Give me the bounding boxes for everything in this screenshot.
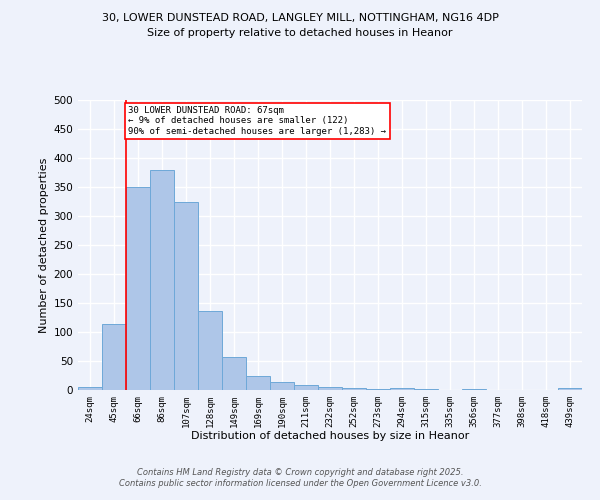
Bar xyxy=(390,388,414,390)
Bar xyxy=(150,170,174,390)
Text: Size of property relative to detached houses in Heanor: Size of property relative to detached ho… xyxy=(147,28,453,38)
Bar xyxy=(222,357,246,390)
Bar xyxy=(270,382,294,390)
Bar xyxy=(174,202,198,390)
Text: Contains HM Land Registry data © Crown copyright and database right 2025.
Contai: Contains HM Land Registry data © Crown c… xyxy=(119,468,481,487)
Bar xyxy=(126,187,150,390)
Bar xyxy=(366,389,390,390)
Bar xyxy=(294,385,318,390)
X-axis label: Distribution of detached houses by size in Heanor: Distribution of detached houses by size … xyxy=(191,432,469,442)
Y-axis label: Number of detached properties: Number of detached properties xyxy=(39,158,49,332)
Bar xyxy=(198,311,222,390)
Text: 30 LOWER DUNSTEAD ROAD: 67sqm
← 9% of detached houses are smaller (122)
90% of s: 30 LOWER DUNSTEAD ROAD: 67sqm ← 9% of de… xyxy=(128,106,386,136)
Bar xyxy=(342,388,366,390)
Bar xyxy=(318,386,342,390)
Bar xyxy=(558,388,582,390)
Text: 30, LOWER DUNSTEAD ROAD, LANGLEY MILL, NOTTINGHAM, NG16 4DP: 30, LOWER DUNSTEAD ROAD, LANGLEY MILL, N… xyxy=(101,12,499,22)
Bar xyxy=(102,324,126,390)
Bar xyxy=(246,376,270,390)
Bar xyxy=(78,387,102,390)
